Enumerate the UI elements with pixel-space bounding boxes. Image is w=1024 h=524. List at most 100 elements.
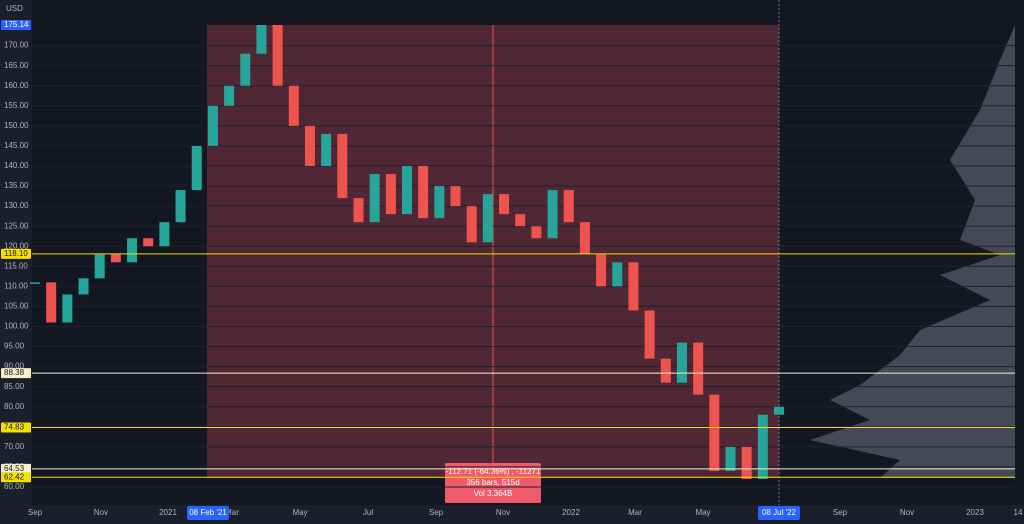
candle [143, 238, 154, 247]
candle [272, 25, 283, 86]
y-tick-label: 60.00 [4, 482, 25, 491]
y-tick-label: 150.00 [4, 121, 29, 130]
date-tag [758, 506, 800, 520]
candle [191, 145, 202, 191]
x-tick-label: Nov [900, 508, 914, 517]
x-tick-label: May [292, 508, 307, 517]
candle [127, 238, 138, 263]
x-tick-label: Jul [363, 508, 373, 517]
candle [353, 198, 364, 223]
price-tag-label: 64.53 [4, 464, 25, 473]
measure-text: -112.71 (-64.36%) , -11271 [446, 467, 541, 476]
price-tag [1, 20, 31, 30]
measure-text: 356 bars, 515d [466, 478, 519, 487]
time-axis [0, 505, 1024, 524]
candle [369, 174, 380, 223]
y-tick-label: 85.00 [4, 382, 25, 391]
candle [466, 206, 477, 243]
candle [709, 394, 720, 471]
x-tick-label: Nov [94, 508, 108, 517]
candle [644, 310, 655, 359]
candle [224, 85, 235, 106]
candle [78, 278, 89, 295]
x-tick-label: Mar [628, 508, 642, 517]
price-tag-label: 118.10 [4, 249, 28, 258]
candle [46, 282, 57, 323]
x-tick-label: Mar [225, 508, 239, 517]
candle [175, 190, 186, 223]
y-tick-label: 90.00 [4, 362, 25, 371]
x-tick-label: 14 [1014, 508, 1023, 517]
candle [774, 406, 784, 415]
x-tick-label: Nov [496, 508, 510, 517]
candle [434, 186, 445, 219]
y-tick-label: 110.00 [4, 281, 28, 290]
candle [482, 194, 493, 243]
candle [402, 165, 412, 215]
y-tick-label: 100.00 [4, 322, 29, 331]
candle [110, 254, 121, 263]
candle [30, 282, 40, 284]
candle [418, 165, 429, 219]
date-tag-label: 08 Jul '22 [762, 508, 797, 517]
volume-profile [810, 25, 1015, 478]
price-tag [1, 463, 31, 474]
x-tick-label: Sep [429, 508, 444, 517]
y-tick-label: 135.00 [4, 181, 29, 190]
candle [612, 262, 623, 287]
x-tick-label: Sep [28, 508, 43, 517]
measure-text: Vol 3.364B [474, 489, 513, 498]
y-tick-label: 170.00 [4, 41, 29, 50]
candle [693, 342, 704, 395]
x-tick-label: May [695, 508, 710, 517]
price-tag-label: 62.42 [4, 472, 25, 481]
y-tick-label: 145.00 [4, 141, 29, 150]
candle [304, 125, 315, 166]
y-tick-label: 80.00 [4, 402, 25, 411]
candle [240, 53, 251, 86]
candle [660, 358, 671, 383]
x-tick-label: 2023 [966, 508, 984, 517]
candle [207, 105, 218, 146]
candle [499, 194, 510, 215]
price-tag [1, 472, 31, 483]
candle [596, 254, 607, 287]
y-tick-label: 155.00 [4, 101, 29, 110]
candle [757, 414, 768, 479]
candle [450, 186, 461, 207]
date-tag [187, 506, 229, 520]
y-tick-label: 115.00 [4, 261, 28, 270]
y-tick-label: 70.00 [4, 442, 25, 451]
currency: USD [6, 4, 23, 13]
y-tick-label: 105.00 [4, 302, 29, 311]
x-tick-label: 2022 [562, 508, 580, 517]
price-tag-label: 88.38 [4, 368, 25, 377]
y-tick-label: 160.00 [4, 81, 29, 90]
candle [579, 222, 590, 255]
measure-box [445, 463, 541, 503]
candle [725, 446, 736, 471]
candle [94, 254, 105, 279]
x-tick-label: Sep [833, 508, 848, 517]
candle [741, 446, 752, 479]
candle [628, 262, 639, 311]
candle [337, 133, 348, 199]
y-tick-label: 120.00 [4, 241, 29, 250]
candle [288, 85, 299, 126]
y-tick-label: 125.00 [4, 221, 29, 230]
y-tick-label: 165.00 [4, 61, 29, 70]
y-tick-label: 95.00 [4, 342, 25, 351]
price-tag-label: 74.83 [4, 423, 25, 432]
candle [256, 25, 267, 54]
price-tag [1, 368, 31, 379]
x-tick-label: 2021 [159, 508, 177, 517]
candle [531, 226, 542, 239]
price-tag-label: 175.14 [4, 20, 29, 29]
price-tag [1, 422, 31, 433]
candle [62, 294, 73, 323]
candle [515, 214, 526, 227]
candle [159, 222, 170, 247]
y-tick-label: 130.00 [4, 201, 29, 210]
candle [385, 174, 396, 215]
